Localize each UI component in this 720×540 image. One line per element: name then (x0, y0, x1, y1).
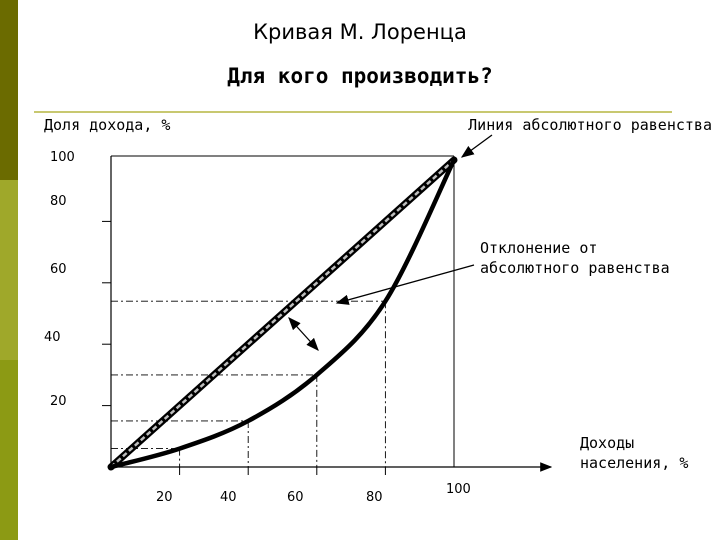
y-axis-title: Доля дохода, % (44, 116, 171, 134)
y-tick-label-100: 100 (50, 150, 75, 165)
side-bar-bottom (0, 360, 18, 540)
deviation-pointer-arrow (335, 264, 475, 305)
equality-line-label: Линия абсолютного равенства (468, 116, 712, 134)
x-tick-label-60: 60 (287, 490, 304, 505)
equality-line-outline (107, 156, 458, 471)
side-bar-middle (0, 180, 18, 360)
title-rule (34, 111, 672, 113)
deviation-annotation: Отклонение от абсолютного равенства (480, 239, 670, 277)
equality-line-inner (110, 159, 455, 468)
x-tick-label-40: 40 (220, 490, 237, 505)
x-axis-title: Доходы населения, % (580, 434, 689, 472)
x-tick-label-20: 20 (156, 490, 173, 505)
deviation-gap-arrow (288, 317, 319, 351)
x-tick-label-100: 100 (446, 482, 471, 497)
side-bar-top (0, 0, 18, 180)
slide-title: Кривая М. Лоренца (253, 20, 467, 44)
slide-subtitle: Для кого производить? (227, 64, 493, 88)
x-tick-label-80: 80 (366, 490, 383, 505)
y-tick-label-40: 40 (44, 330, 61, 345)
y-tick-label-80: 80 (50, 194, 67, 209)
equality-pointer-arrow (460, 134, 493, 158)
lorenz-curve (108, 157, 457, 470)
y-tick-label-20: 20 (50, 394, 67, 409)
y-tick-label-60: 60 (50, 262, 67, 277)
